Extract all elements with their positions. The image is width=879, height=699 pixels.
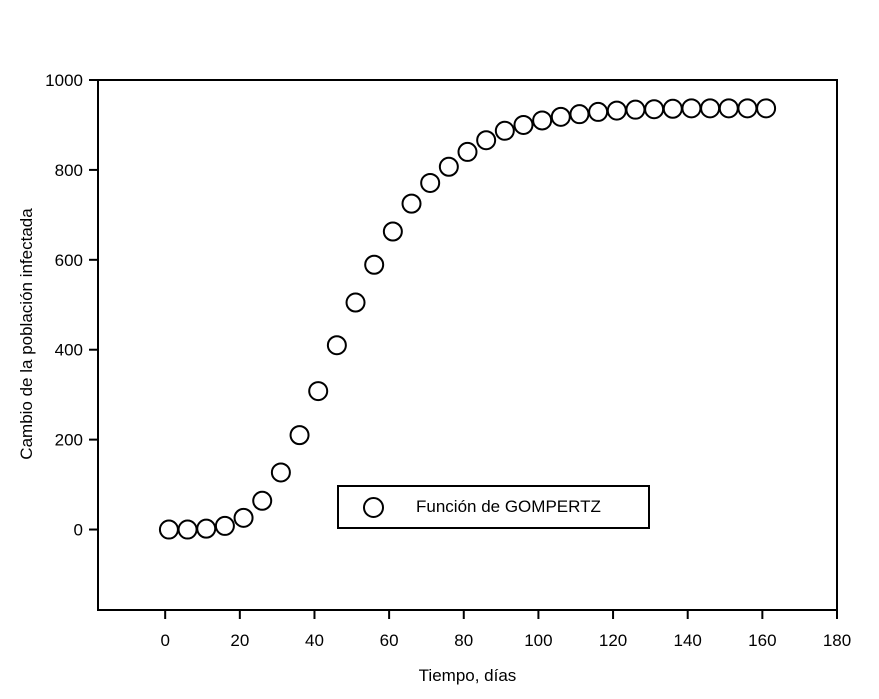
- x-tick-label: 120: [599, 631, 627, 650]
- x-tick-label: 60: [380, 631, 399, 650]
- x-tick-label: 160: [748, 631, 776, 650]
- y-tick-label: 400: [55, 341, 83, 360]
- data-point: [158, 519, 179, 540]
- data-point: [214, 515, 235, 536]
- data-point: [606, 100, 627, 121]
- data-point: [382, 221, 403, 242]
- data-point: [513, 114, 534, 135]
- y-tick-label: 600: [55, 251, 83, 270]
- data-point: [308, 381, 329, 402]
- data-point: [345, 292, 366, 313]
- x-tick-label: 0: [160, 631, 169, 650]
- x-axis-title: Tiempo, días: [418, 666, 517, 685]
- data-point: [289, 425, 310, 446]
- x-tick-label: 100: [524, 631, 552, 650]
- data-point: [550, 106, 571, 127]
- data-point: [625, 99, 646, 120]
- data-point: [233, 507, 254, 528]
- y-tick-label: 0: [74, 521, 83, 540]
- data-point: [364, 254, 385, 275]
- y-tick-label: 800: [55, 161, 83, 180]
- y-tick-label: 1000: [45, 71, 83, 90]
- open-circle-marker-icon: [363, 496, 384, 518]
- data-point: [681, 98, 702, 119]
- data-point: [177, 519, 198, 540]
- x-tick-label: 20: [230, 631, 249, 650]
- data-point: [326, 335, 347, 356]
- y-axis-title: Cambio de la población infectada: [17, 208, 36, 460]
- data-point: [494, 120, 515, 141]
- x-tick-label: 180: [823, 631, 851, 650]
- data-point: [457, 141, 478, 162]
- data-point: [700, 98, 721, 119]
- x-tick-label: 80: [454, 631, 473, 650]
- x-tick-label: 140: [674, 631, 702, 650]
- data-point: [644, 99, 665, 120]
- data-point: [662, 98, 683, 119]
- data-point: [756, 98, 777, 119]
- data-point: [532, 110, 553, 131]
- y-tick-label: 200: [55, 431, 83, 450]
- legend-box: Función de GOMPERTZ: [337, 485, 650, 529]
- data-point: [401, 193, 422, 214]
- data-point: [718, 98, 739, 119]
- axis-frame: [97, 79, 838, 611]
- x-tick-label: 40: [305, 631, 324, 650]
- data-point: [438, 156, 459, 177]
- legend-series-label: Función de GOMPERTZ: [416, 497, 601, 516]
- data-point: [420, 172, 441, 193]
- data-point: [569, 104, 590, 125]
- data-point: [588, 101, 609, 122]
- data-point: [270, 462, 291, 483]
- data-point: [196, 518, 217, 539]
- data-point: [476, 130, 497, 151]
- data-point: [737, 98, 758, 119]
- data-point: [252, 490, 273, 511]
